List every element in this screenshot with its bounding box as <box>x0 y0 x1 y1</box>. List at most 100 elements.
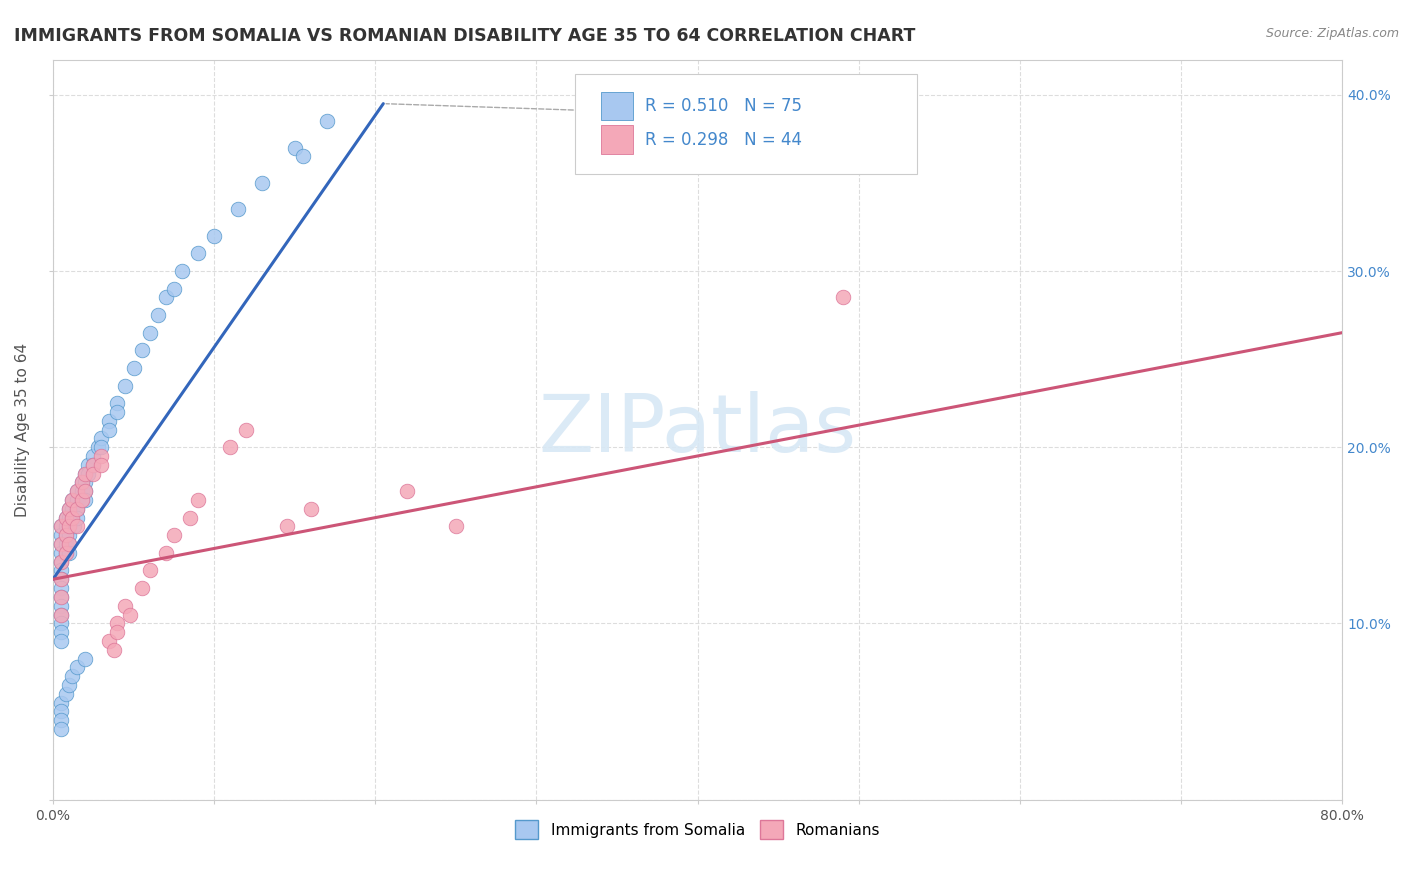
Point <box>58 510 80 524</box>
Point <box>226 202 249 217</box>
Point <box>55 519 77 533</box>
Point <box>187 493 209 508</box>
Point <box>49 616 72 631</box>
Point <box>155 290 177 304</box>
Point <box>131 343 153 358</box>
Point <box>55 537 77 551</box>
Point <box>77 458 100 472</box>
Point <box>58 528 80 542</box>
Point <box>75 475 97 490</box>
Point <box>49 572 72 586</box>
Point <box>284 141 307 155</box>
Point <box>49 537 72 551</box>
Point <box>49 519 72 533</box>
Point <box>60 493 83 508</box>
Point <box>105 396 128 410</box>
Point <box>98 414 121 428</box>
Point <box>55 546 77 560</box>
Point <box>58 678 80 692</box>
Text: R = 0.298   N = 44: R = 0.298 N = 44 <box>645 130 801 148</box>
Point <box>49 590 72 604</box>
Point <box>114 378 136 392</box>
Point <box>70 493 93 508</box>
Point <box>49 599 72 613</box>
Point <box>179 510 201 524</box>
Point <box>75 493 97 508</box>
Point <box>49 696 72 710</box>
Text: ZIPatlas: ZIPatlas <box>538 391 856 468</box>
Point <box>49 625 72 640</box>
Point <box>55 510 77 524</box>
Point <box>55 510 77 524</box>
Point <box>58 537 80 551</box>
Point <box>90 458 112 472</box>
Point <box>170 264 193 278</box>
Point <box>66 493 89 508</box>
Point <box>55 546 77 560</box>
Point <box>49 713 72 727</box>
Point <box>49 581 72 595</box>
Point <box>82 458 104 472</box>
Point <box>219 440 242 454</box>
Point <box>276 519 298 533</box>
Text: IMMIGRANTS FROM SOMALIA VS ROMANIAN DISABILITY AGE 35 TO 64 CORRELATION CHART: IMMIGRANTS FROM SOMALIA VS ROMANIAN DISA… <box>14 27 915 45</box>
Point <box>163 528 186 542</box>
FancyBboxPatch shape <box>600 126 633 153</box>
Point <box>49 546 72 560</box>
Point <box>49 537 72 551</box>
Y-axis label: Disability Age 35 to 64: Disability Age 35 to 64 <box>15 343 30 516</box>
Point <box>105 405 128 419</box>
Point <box>75 484 97 499</box>
FancyBboxPatch shape <box>575 74 917 174</box>
Point <box>60 510 83 524</box>
Point <box>60 493 83 508</box>
Point <box>55 687 77 701</box>
Point <box>49 705 72 719</box>
Point <box>66 484 89 499</box>
Point <box>75 467 97 481</box>
Point <box>120 607 142 622</box>
Point <box>202 228 225 243</box>
Point <box>87 440 110 454</box>
Point <box>155 546 177 560</box>
Point <box>98 423 121 437</box>
Point <box>55 528 77 542</box>
Point <box>75 467 97 481</box>
Point <box>66 660 89 674</box>
Point <box>105 616 128 631</box>
Point <box>70 484 93 499</box>
Point <box>146 308 169 322</box>
Point <box>58 501 80 516</box>
Point <box>70 475 93 490</box>
Point <box>49 590 72 604</box>
Point <box>49 634 72 648</box>
Point <box>77 467 100 481</box>
Point <box>49 564 72 578</box>
Point <box>70 493 93 508</box>
Point <box>49 607 72 622</box>
Point <box>66 484 89 499</box>
Text: Source: ZipAtlas.com: Source: ZipAtlas.com <box>1265 27 1399 40</box>
Point <box>49 607 72 622</box>
FancyBboxPatch shape <box>600 92 633 120</box>
Point <box>63 519 86 533</box>
Point <box>49 572 72 586</box>
Point <box>49 555 72 569</box>
Point <box>187 246 209 260</box>
Point <box>49 519 72 533</box>
Point <box>82 458 104 472</box>
Point <box>66 501 89 516</box>
Point <box>114 599 136 613</box>
Legend: Immigrants from Somalia, Romanians: Immigrants from Somalia, Romanians <box>509 814 886 845</box>
Point <box>58 519 80 533</box>
Point <box>138 564 160 578</box>
Point <box>49 555 72 569</box>
Point <box>60 510 83 524</box>
Point <box>163 282 186 296</box>
Point <box>90 431 112 445</box>
Point <box>90 440 112 454</box>
Point <box>66 510 89 524</box>
Point <box>103 642 125 657</box>
Point <box>70 475 93 490</box>
Point <box>291 149 314 163</box>
